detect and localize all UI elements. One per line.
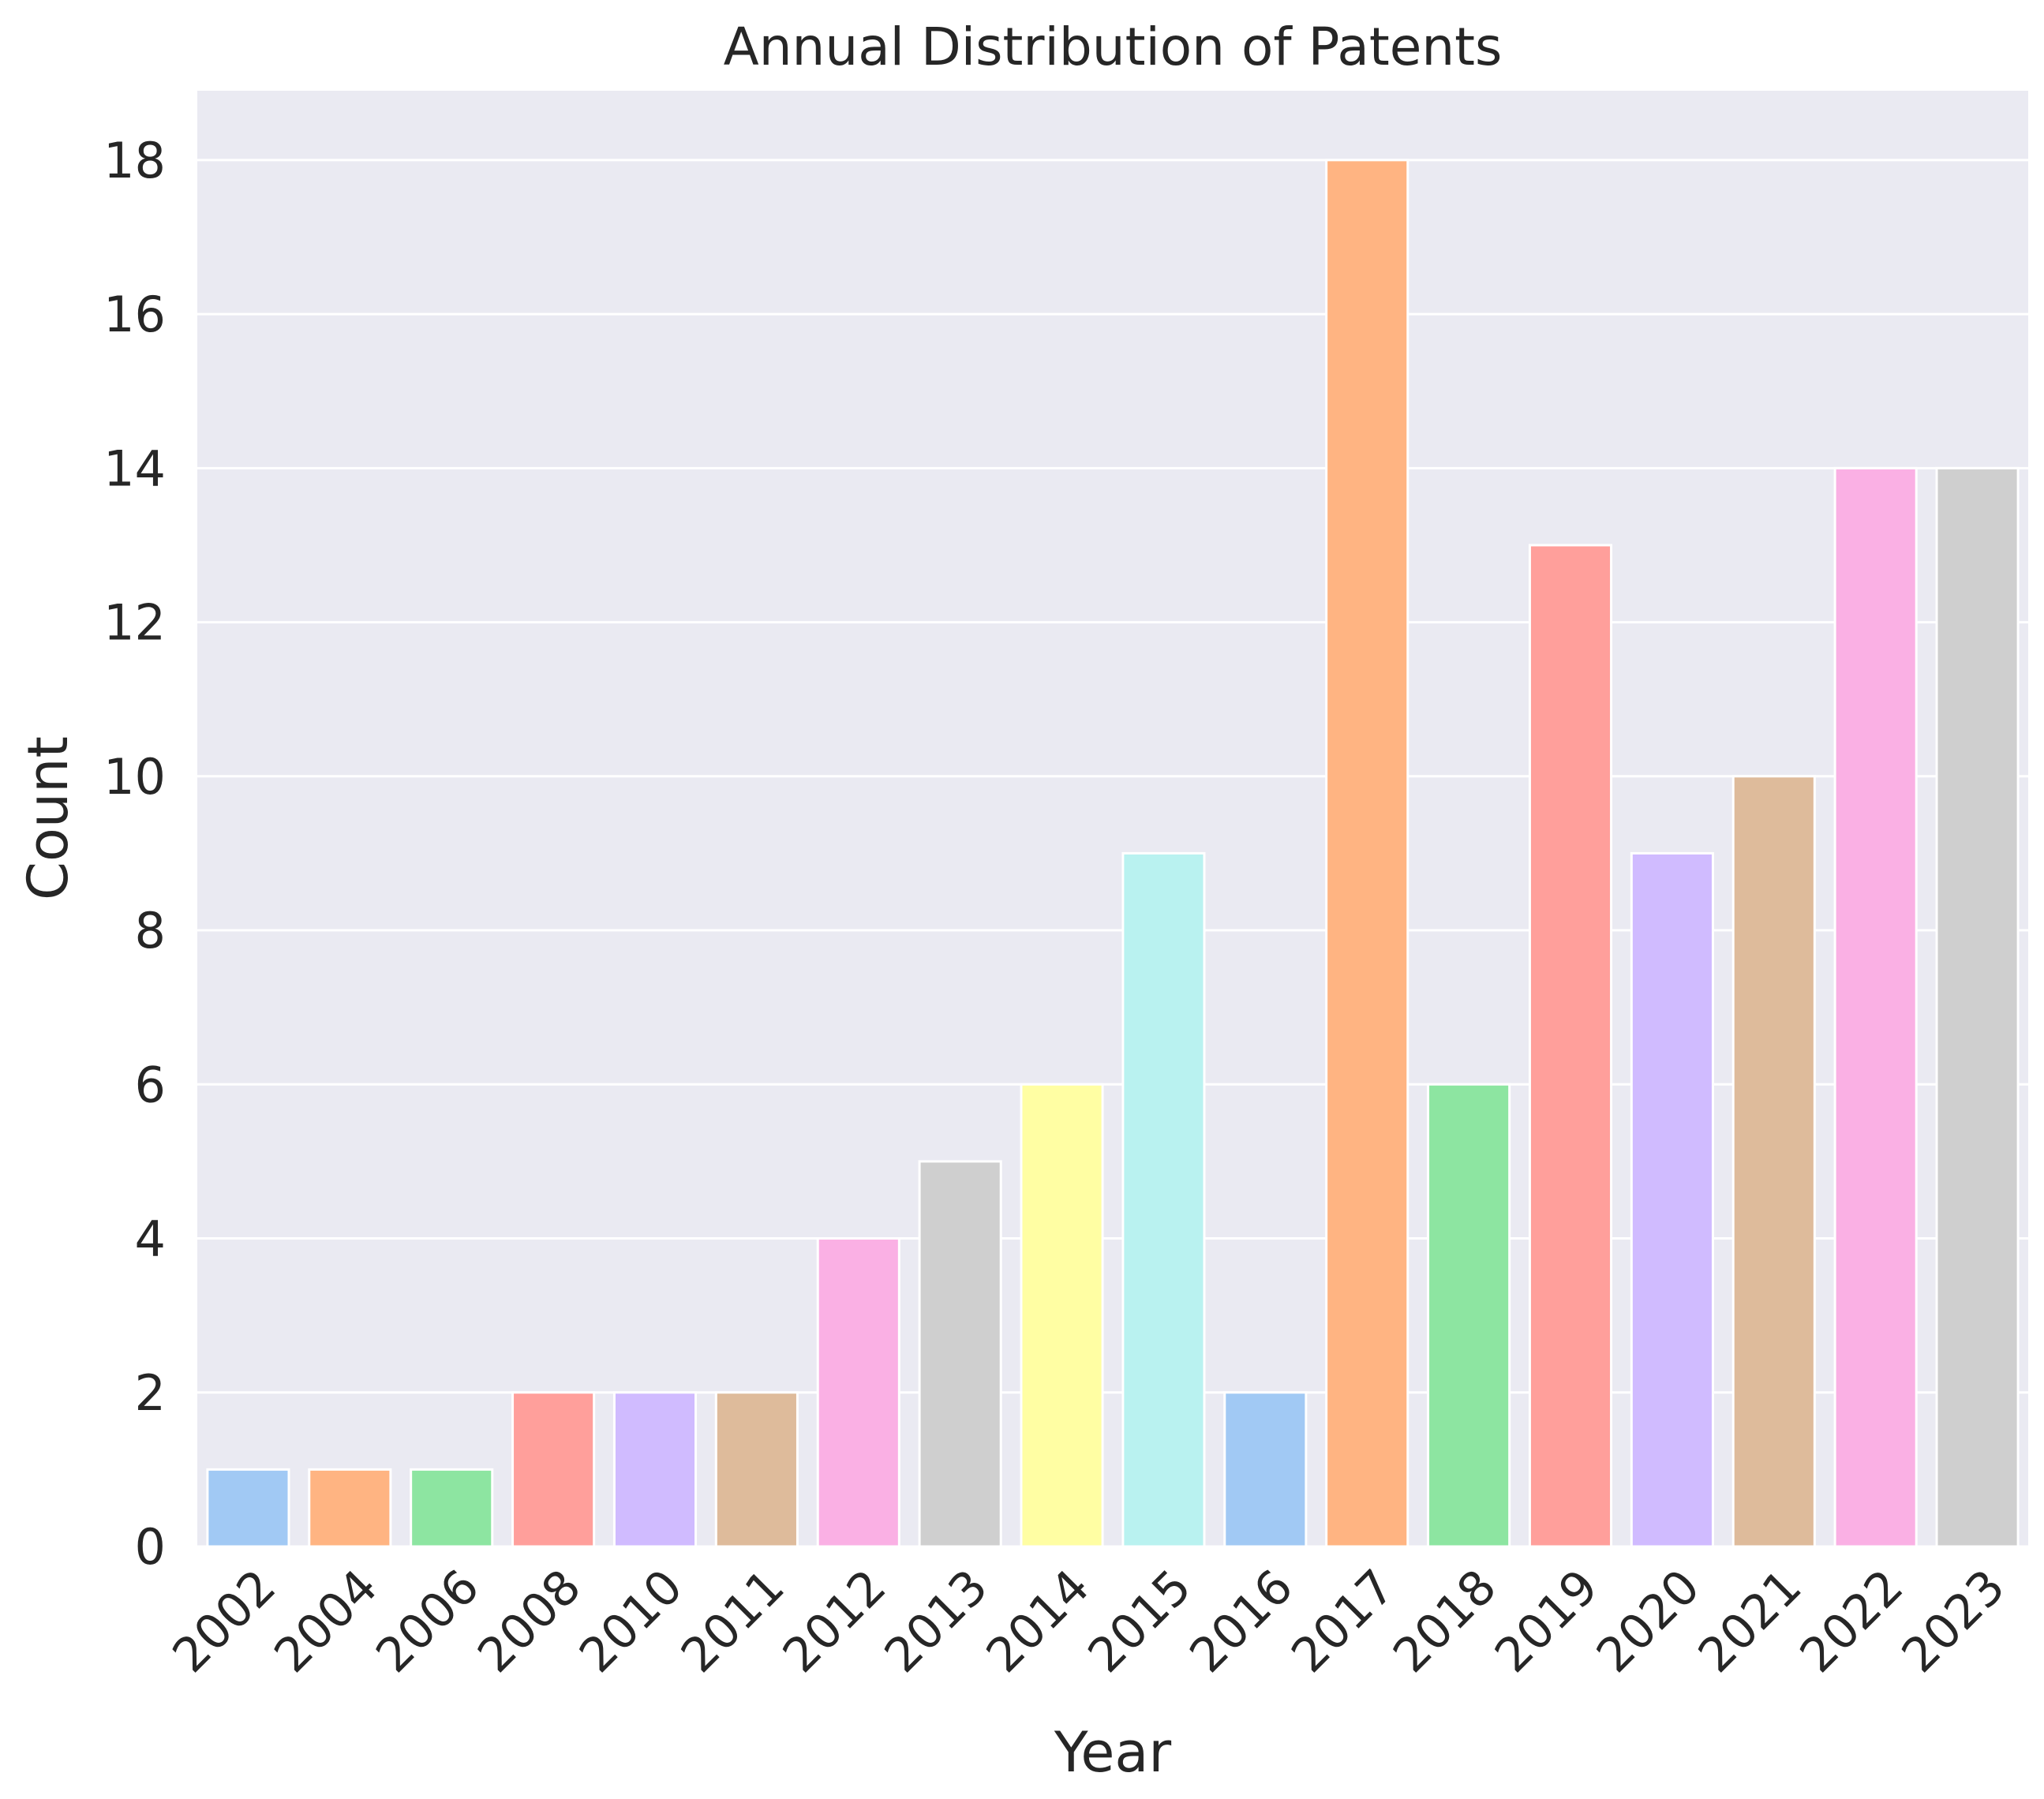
- bar-2023: [1935, 466, 2020, 1548]
- y-axis-label: Count: [16, 736, 80, 900]
- x-tick-labels: 2002200420062008201020112012201320142015…: [163, 1559, 2016, 1683]
- bar-2021: [1731, 775, 1816, 1548]
- bar-2013: [918, 1160, 1002, 1548]
- x-tick-label-2011: 2011: [671, 1559, 795, 1683]
- bar-2010: [612, 1391, 698, 1548]
- x-tick-label-2004: 2004: [264, 1559, 387, 1683]
- x-tick-label-2014: 2014: [976, 1559, 1100, 1683]
- y-tick-label: 8: [135, 902, 166, 959]
- bar-2008: [511, 1391, 596, 1548]
- x-axis-label: Year: [1054, 1720, 1171, 1785]
- y-tick-label: 16: [103, 286, 166, 343]
- x-tick-label-2008: 2008: [467, 1559, 591, 1683]
- bar-2006: [410, 1468, 494, 1548]
- bars: [206, 159, 2020, 1548]
- bar-2014: [1020, 1083, 1104, 1548]
- y-tick-label: 2: [135, 1364, 166, 1422]
- y-tick-label: 6: [135, 1056, 166, 1113]
- x-tick-label-2002: 2002: [163, 1559, 286, 1683]
- y-tick-label: 0: [135, 1518, 166, 1576]
- x-tick-label-2017: 2017: [1281, 1559, 1405, 1683]
- bar-2019: [1528, 544, 1613, 1548]
- x-tick-label-2019: 2019: [1484, 1559, 1608, 1683]
- bar-2002: [206, 1468, 290, 1548]
- y-tick-label: 10: [103, 748, 166, 806]
- bar-2022: [1833, 466, 1918, 1548]
- x-tick-label-2018: 2018: [1383, 1559, 1507, 1683]
- bar-2011: [714, 1391, 799, 1548]
- x-tick-label-2021: 2021: [1688, 1559, 1812, 1683]
- x-tick-label-2023: 2023: [1892, 1559, 2016, 1683]
- grid-lines: [197, 159, 2028, 1548]
- x-tick-label-2022: 2022: [1790, 1559, 1914, 1683]
- x-tick-label-2015: 2015: [1078, 1559, 1202, 1683]
- y-tick-label: 18: [103, 132, 166, 189]
- y-tick-label: 12: [103, 594, 166, 652]
- x-tick-label-2010: 2010: [569, 1559, 693, 1683]
- bar-2004: [308, 1468, 392, 1548]
- y-tick-label: 4: [135, 1210, 166, 1268]
- chart-title: Annual Distribution of Patents: [724, 17, 1503, 77]
- x-tick-label-2013: 2013: [874, 1559, 998, 1683]
- bar-2018: [1427, 1083, 1511, 1548]
- x-tick-label-2006: 2006: [365, 1559, 489, 1683]
- bar-2016: [1223, 1391, 1308, 1548]
- x-tick-label-2016: 2016: [1179, 1559, 1303, 1683]
- y-tick-label: 14: [103, 439, 166, 497]
- plot-area: [197, 91, 2028, 1547]
- bar-2020: [1630, 851, 1714, 1548]
- bar-2012: [816, 1237, 900, 1548]
- bar-2017: [1325, 159, 1409, 1548]
- x-tick-label-2020: 2020: [1586, 1559, 1710, 1683]
- y-tick-labels: 0 2 4 6 8 10 12 14 16 18: [103, 132, 166, 1576]
- x-tick-label-2012: 2012: [773, 1559, 897, 1683]
- bar-2015: [1121, 851, 1206, 1548]
